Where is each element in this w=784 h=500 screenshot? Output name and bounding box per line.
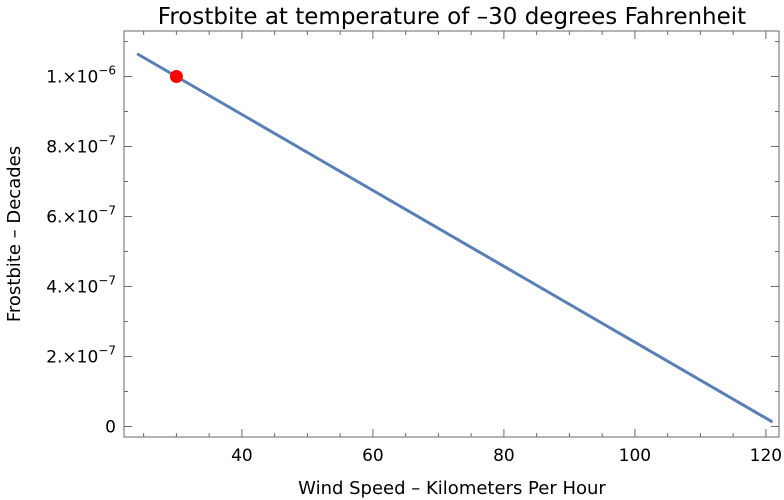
- y-tick-exponent: −7: [98, 134, 116, 148]
- series-line-0: [136, 52, 774, 424]
- tick-labels: 40 60 80 100 12002.×10−74.×10−76.×10−78.×10−…: [46, 64, 782, 467]
- y-tick-label: 0: [105, 418, 116, 438]
- y-tick-mantissa: 8.×10: [46, 138, 98, 158]
- y-tick-mantissa: 6.×10: [46, 208, 98, 228]
- y-tick-mantissa: 4.×10: [46, 278, 98, 298]
- y-tick-label: 6.×10−7: [46, 204, 116, 228]
- y-tick-mantissa: 2.×10: [46, 348, 98, 368]
- ticks: [124, 31, 779, 437]
- x-axis-label: Wind Speed – Kilometers Per Hour: [298, 478, 606, 499]
- y-tick-label: 4.×10−7: [46, 274, 116, 298]
- y-tick-mantissa: 1.×10: [46, 68, 98, 88]
- x-tick-label: 40: [231, 446, 253, 466]
- x-tick-label: 120: [750, 446, 782, 466]
- chart-title: Frostbite at temperature of –30 degrees …: [158, 4, 746, 30]
- y-tick-label: 1.×10−6: [46, 64, 116, 88]
- y-tick-exponent: −7: [98, 344, 116, 358]
- series-layer: [136, 52, 774, 424]
- y-tick-label: 2.×10−7: [46, 344, 116, 368]
- y-tick-exponent: −7: [98, 274, 116, 288]
- y-tick-exponent: −7: [98, 204, 116, 218]
- plot-frame: [123, 30, 780, 438]
- x-tick-label: 60: [362, 446, 384, 466]
- y-axis-label: Frostbite – Decades: [4, 146, 25, 322]
- y-tick-label: 8.×10−7: [46, 134, 116, 158]
- x-tick-label: 100: [619, 446, 651, 466]
- highlight-point: [169, 70, 183, 83]
- y-tick-exponent: −6: [98, 64, 116, 78]
- x-tick-label: 80: [493, 446, 515, 466]
